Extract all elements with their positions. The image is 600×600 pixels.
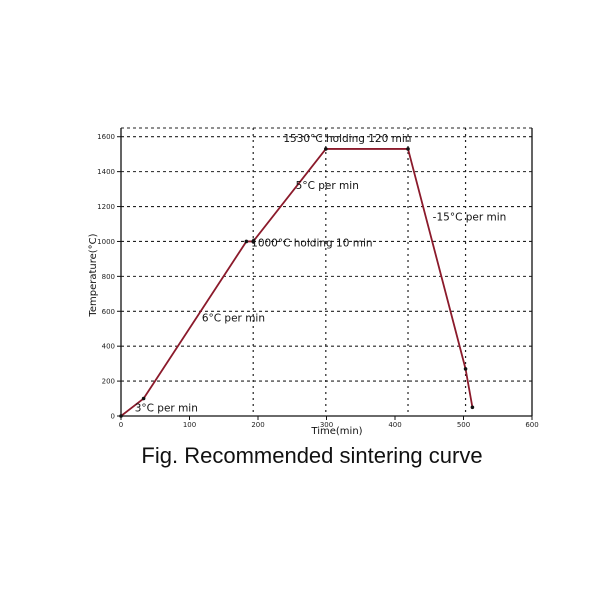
x-tick-label: 300	[320, 421, 333, 429]
x-tick-label: 500	[457, 421, 470, 429]
y-axis-label: Temperature(°C)	[88, 233, 99, 317]
y-tick-label: 800	[102, 273, 115, 281]
curve-annotation: 5°C per min	[296, 180, 359, 192]
curve-annotation: 3°C per min	[135, 403, 198, 415]
y-tick-label: 400	[102, 343, 115, 351]
curve-point	[119, 414, 123, 418]
curve-point	[463, 367, 468, 371]
x-tick-label: 400	[388, 421, 401, 429]
curve-point	[324, 147, 328, 151]
y-tick-label: 600	[102, 308, 115, 316]
curve-annotation: 1000°C holding 10 min	[251, 238, 372, 250]
x-axis-label: Time(min)	[310, 426, 362, 437]
y-tick-label: 200	[102, 378, 115, 386]
curve-point	[470, 405, 475, 410]
curve-point	[406, 147, 410, 151]
annotations: 3°C per min 6°C per min 1000°C holding 10 …	[135, 133, 507, 415]
curve-point	[141, 396, 146, 401]
x-tick-label: 600	[525, 421, 538, 429]
x-tick-label: 100	[183, 421, 196, 429]
tick-labels: 0 200 400 600 800 1000 1200 1400 1600 0 100 200 300 4…	[97, 133, 539, 429]
sintering-curve	[120, 148, 474, 417]
y-tick-label: 1600	[97, 133, 115, 141]
curve-point	[251, 239, 256, 244]
y-tick-label: 1200	[97, 203, 115, 211]
curve-annotation: -15°C per min	[433, 212, 507, 224]
y-tick-label: 0	[111, 413, 115, 421]
curve-point	[244, 239, 249, 244]
figure-caption: Fig. Recommended sintering curve	[141, 443, 482, 468]
curve-annotation: 1530°C holding 120 min	[283, 133, 411, 145]
curve-annotation: 6°C per min	[202, 313, 265, 325]
y-tick-label: 1400	[97, 168, 115, 176]
grid-lines	[121, 127, 532, 382]
data-series	[119, 147, 475, 418]
y-tick-label: 1000	[97, 238, 115, 246]
x-tick-label: 200	[251, 421, 264, 429]
x-tick-label: 0	[119, 421, 123, 429]
